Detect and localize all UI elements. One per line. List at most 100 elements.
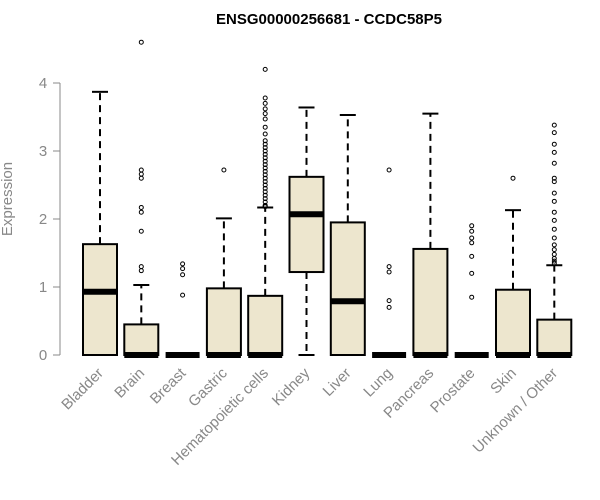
outlier-point	[262, 116, 268, 122]
outlier-point	[386, 167, 392, 173]
outlier-point	[262, 168, 268, 174]
outlier-point	[469, 240, 475, 246]
y-tick-label: 3	[39, 143, 47, 160]
y-tick-label: 2	[39, 211, 47, 228]
outlier-point	[262, 100, 268, 106]
outlier-point	[551, 251, 557, 257]
outlier-point	[551, 198, 557, 204]
x-tick-label: Skin	[487, 365, 520, 398]
outlier-point	[262, 182, 268, 188]
outlier-point	[551, 149, 557, 155]
boxes-group	[82, 39, 573, 358]
box-pancreas	[412, 112, 449, 358]
y-axis-label: Expression	[0, 162, 16, 236]
outlier-point	[262, 131, 268, 137]
outlier-point	[469, 253, 475, 259]
box-liver	[329, 113, 366, 356]
outlier-point	[551, 226, 557, 232]
outlier-point	[262, 124, 268, 130]
y-tick-label: 0	[39, 347, 47, 364]
outlier-point	[386, 298, 392, 304]
box-unknown-other	[536, 122, 573, 358]
box-bladder	[82, 90, 118, 356]
x-tick-label: Liver	[320, 365, 355, 400]
box-brain	[123, 39, 160, 358]
outlier-point	[138, 171, 144, 177]
outlier-point	[262, 192, 268, 198]
outlier-point	[510, 175, 516, 181]
box-iqr	[288, 175, 325, 274]
box-iqr	[82, 243, 118, 356]
outlier-point	[551, 242, 557, 248]
outlier-point	[180, 261, 186, 267]
outlier-point	[551, 260, 557, 266]
box-breast	[165, 261, 200, 358]
outlier-point	[551, 255, 557, 261]
outlier-point	[262, 196, 268, 202]
outlier-point	[262, 141, 268, 147]
x-tick-label: Breast	[147, 364, 190, 407]
outlier-point	[262, 185, 268, 191]
outlier-point	[138, 39, 144, 45]
outlier-point	[180, 292, 186, 298]
box-iqr	[412, 247, 449, 356]
outlier-point	[551, 122, 557, 128]
x-tick-label: Lung	[360, 365, 396, 401]
box-iqr	[329, 221, 366, 356]
y-tick-label: 4	[39, 75, 47, 92]
outlier-point	[551, 160, 557, 166]
outlier-point	[469, 223, 475, 229]
outlier-point	[262, 106, 268, 112]
outlier-point	[138, 175, 144, 181]
outlier-point	[262, 138, 268, 144]
outlier-point	[138, 264, 144, 270]
outlier-point	[262, 175, 268, 181]
outlier-point	[262, 179, 268, 185]
outlier-point	[551, 179, 557, 185]
x-tick-label: Brain	[111, 365, 148, 402]
outlier-point	[262, 145, 268, 151]
outlier-point	[221, 167, 227, 173]
outlier-point	[262, 66, 268, 72]
outlier-point	[469, 235, 475, 241]
outlier-point	[469, 228, 475, 234]
outlier-point	[262, 203, 268, 209]
box-lung	[372, 167, 407, 358]
outlier-point	[551, 130, 557, 136]
outlier-point	[551, 175, 557, 181]
outlier-point	[551, 258, 557, 264]
outlier-point	[262, 162, 268, 168]
box-gastric	[205, 167, 242, 358]
outlier-point	[386, 304, 392, 310]
box-iqr	[205, 287, 242, 356]
outlier-point	[469, 294, 475, 300]
box-skin	[495, 175, 531, 358]
x-tick-label: Prostate	[427, 365, 479, 417]
x-tick-label: Bladder	[58, 365, 107, 414]
outlier-point	[262, 155, 268, 161]
outlier-point	[386, 264, 392, 270]
box-prostate	[454, 223, 489, 358]
outlier-point	[262, 95, 268, 101]
outlier-point	[138, 228, 144, 234]
outlier-point	[262, 151, 268, 157]
box-iqr	[247, 294, 284, 356]
outlier-point	[138, 204, 144, 210]
box-kidney	[288, 106, 325, 356]
outlier-point	[262, 189, 268, 195]
outlier-point	[262, 165, 268, 171]
outlier-point	[551, 190, 557, 196]
box-iqr	[123, 323, 160, 356]
chart-title: ENSG00000256681 - CCDC58P5	[216, 11, 442, 28]
outlier-point	[262, 111, 268, 117]
outlier-point	[180, 272, 186, 278]
outlier-point	[551, 235, 557, 241]
box-hematopoietic-cells	[247, 66, 284, 358]
outlier-point	[551, 247, 557, 253]
outlier-point	[551, 209, 557, 215]
outlier-point	[469, 270, 475, 276]
box-iqr	[536, 318, 573, 357]
outlier-point	[138, 268, 144, 274]
